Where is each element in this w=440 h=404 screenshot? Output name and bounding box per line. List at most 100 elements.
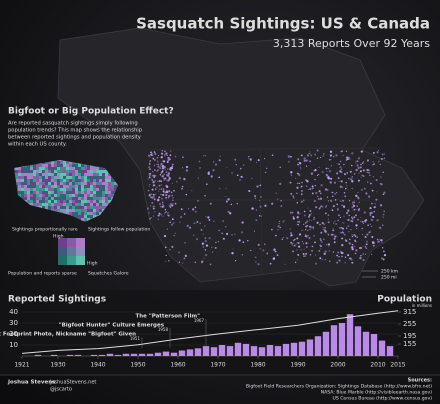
dot bbox=[380, 176, 382, 178]
dot bbox=[202, 246, 205, 248]
dot bbox=[335, 223, 337, 225]
x-tick-label: 2010 bbox=[370, 362, 385, 369]
county bbox=[75, 170, 78, 173]
dot bbox=[149, 160, 151, 162]
county bbox=[30, 182, 33, 185]
dot bbox=[305, 242, 308, 245]
county bbox=[72, 185, 75, 188]
dot bbox=[192, 234, 195, 237]
dot bbox=[198, 160, 201, 163]
dot bbox=[155, 193, 157, 195]
dot bbox=[360, 163, 362, 166]
dot bbox=[363, 211, 366, 214]
dot bbox=[314, 184, 317, 187]
county bbox=[21, 194, 24, 197]
dot bbox=[153, 196, 155, 198]
dot bbox=[166, 154, 168, 156]
bar bbox=[386, 346, 394, 356]
county bbox=[42, 206, 45, 209]
legend-axis: High bbox=[53, 234, 64, 240]
county bbox=[78, 188, 81, 191]
county bbox=[81, 194, 84, 197]
county bbox=[39, 170, 42, 173]
county bbox=[39, 194, 42, 197]
dot bbox=[375, 198, 378, 201]
dot bbox=[340, 168, 343, 170]
dot bbox=[194, 206, 197, 209]
dot bbox=[346, 157, 349, 161]
bar bbox=[66, 354, 74, 356]
dot bbox=[150, 193, 153, 195]
county bbox=[63, 188, 66, 191]
dot bbox=[156, 163, 158, 165]
county bbox=[45, 164, 48, 167]
dot bbox=[382, 213, 385, 216]
sighting-dots bbox=[146, 149, 387, 266]
sidebar-line: within each US county. bbox=[8, 142, 67, 148]
county bbox=[63, 164, 66, 167]
county bbox=[69, 176, 72, 179]
dot bbox=[162, 187, 165, 190]
county bbox=[60, 160, 63, 161]
dot bbox=[260, 215, 262, 217]
county bbox=[63, 209, 66, 212]
dot bbox=[242, 241, 245, 244]
county bbox=[15, 179, 18, 182]
dot bbox=[169, 168, 172, 171]
dot bbox=[253, 230, 256, 232]
dot bbox=[360, 220, 362, 223]
county bbox=[114, 188, 117, 191]
county bbox=[60, 200, 63, 203]
dot bbox=[179, 221, 181, 223]
dot bbox=[159, 213, 161, 216]
bar bbox=[234, 342, 242, 356]
dot bbox=[231, 172, 233, 174]
county bbox=[24, 167, 27, 170]
dot bbox=[327, 243, 331, 246]
dot bbox=[309, 187, 312, 191]
dot bbox=[164, 246, 167, 249]
dot bbox=[361, 220, 364, 223]
dot bbox=[296, 259, 298, 261]
county bbox=[33, 170, 36, 173]
dot bbox=[308, 188, 310, 191]
dot bbox=[340, 200, 342, 203]
county bbox=[90, 176, 93, 179]
county bbox=[21, 182, 24, 185]
dot bbox=[169, 154, 172, 157]
dot bbox=[150, 196, 152, 199]
county bbox=[45, 188, 48, 191]
dot bbox=[182, 167, 184, 169]
dot bbox=[383, 210, 386, 213]
county bbox=[27, 194, 30, 197]
dot bbox=[367, 169, 370, 172]
dot bbox=[231, 252, 234, 255]
dot bbox=[219, 155, 221, 157]
scale-bar: 250 km 250 mi bbox=[362, 269, 398, 281]
county bbox=[36, 182, 39, 185]
bar bbox=[34, 354, 42, 356]
dot bbox=[318, 173, 320, 176]
dot bbox=[360, 255, 362, 257]
dot bbox=[196, 221, 199, 223]
dot bbox=[302, 199, 305, 202]
dot bbox=[336, 172, 339, 175]
county bbox=[60, 179, 63, 182]
legend-labels: Sightings proportionally rare Sightings … bbox=[8, 227, 150, 277]
dot bbox=[308, 214, 311, 216]
annotation: The "Patterson Film" bbox=[136, 314, 201, 320]
legend-cell bbox=[67, 247, 76, 256]
dot bbox=[351, 220, 354, 223]
dot bbox=[313, 216, 315, 219]
dot bbox=[165, 171, 168, 173]
county bbox=[69, 188, 72, 191]
county bbox=[75, 173, 78, 176]
dot bbox=[305, 235, 308, 238]
county bbox=[96, 185, 99, 188]
county bbox=[69, 200, 72, 203]
dot bbox=[339, 166, 342, 169]
county bbox=[69, 194, 72, 197]
county bbox=[15, 173, 18, 176]
dot bbox=[222, 237, 225, 240]
dot bbox=[299, 162, 302, 165]
